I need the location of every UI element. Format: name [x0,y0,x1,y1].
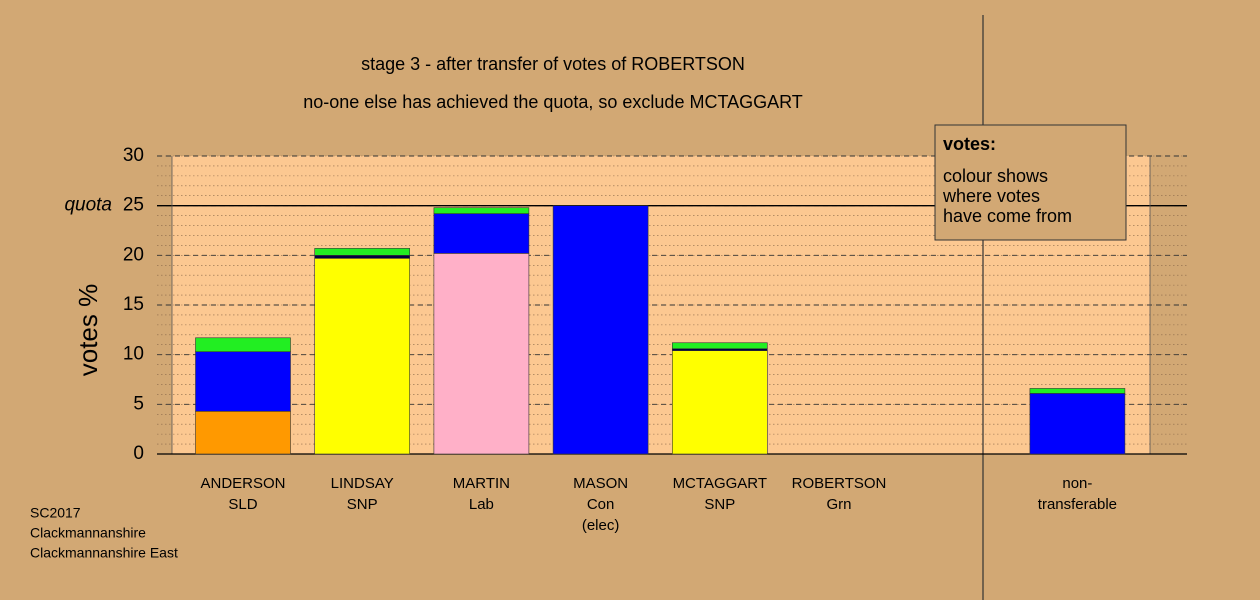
bar-segment [314,258,411,455]
x-tick-label: MARTIN [453,475,510,492]
x-tick-label: non- [1062,475,1092,492]
y-tick-label: 15 [123,294,144,315]
legend-title: votes: [943,134,996,154]
bar-segment [1029,393,1126,455]
x-tick-label: Lab [469,496,494,513]
y-tick-label: 5 [133,393,144,414]
chart-subtitle: no-one else has achieved the quota, so e… [303,92,803,112]
x-tick-label: Grn [826,496,851,513]
y-tick-label: 0 [133,443,144,464]
chart-title: stage 3 - after transfer of votes of ROB… [361,54,745,74]
x-tick-label: (elec) [582,517,620,534]
bar-segment [314,248,411,256]
x-tick-label: SLD [228,496,257,513]
legend-text: have come from [943,206,1072,226]
legend-box [934,124,1127,241]
bar-segment [433,253,530,455]
bar-segment [314,255,411,259]
bar-segment [671,342,768,350]
x-tick-label: MCTAGGART [673,475,767,492]
x-tick-label: MASON [573,475,628,492]
bar-segment [433,213,530,254]
footer-text: Clackmannanshire [30,525,146,541]
bar-segment [195,410,291,455]
y-tick-label: 25 [123,195,144,216]
x-tick-label: Con [587,496,615,513]
y-tick-label: 30 [123,145,144,166]
x-tick-label: transferable [1038,496,1117,513]
x-tick-label: LINDSAY [331,475,394,492]
y-tick-label: 20 [123,244,144,265]
quota-label: quota [64,195,112,216]
footer-text: SC2017 [30,505,81,521]
x-tick-label: ROBERTSON [792,475,887,492]
x-tick-label: SNP [704,496,735,513]
bar-segment [552,205,649,455]
bar-segment [195,351,291,412]
legend-text: colour shows [943,166,1048,186]
legend-text: where votes [942,186,1040,206]
footer-text: Clackmannanshire East [30,545,178,561]
y-axis-label: votes % [73,284,103,377]
x-tick-label: ANDERSON [200,475,285,492]
x-tick-label: SNP [347,496,378,513]
bar-segment [195,337,291,352]
bar-segment [433,207,530,214]
bar-segment [671,350,768,455]
bar-segment [1029,388,1126,394]
y-tick-label: 10 [123,344,144,365]
